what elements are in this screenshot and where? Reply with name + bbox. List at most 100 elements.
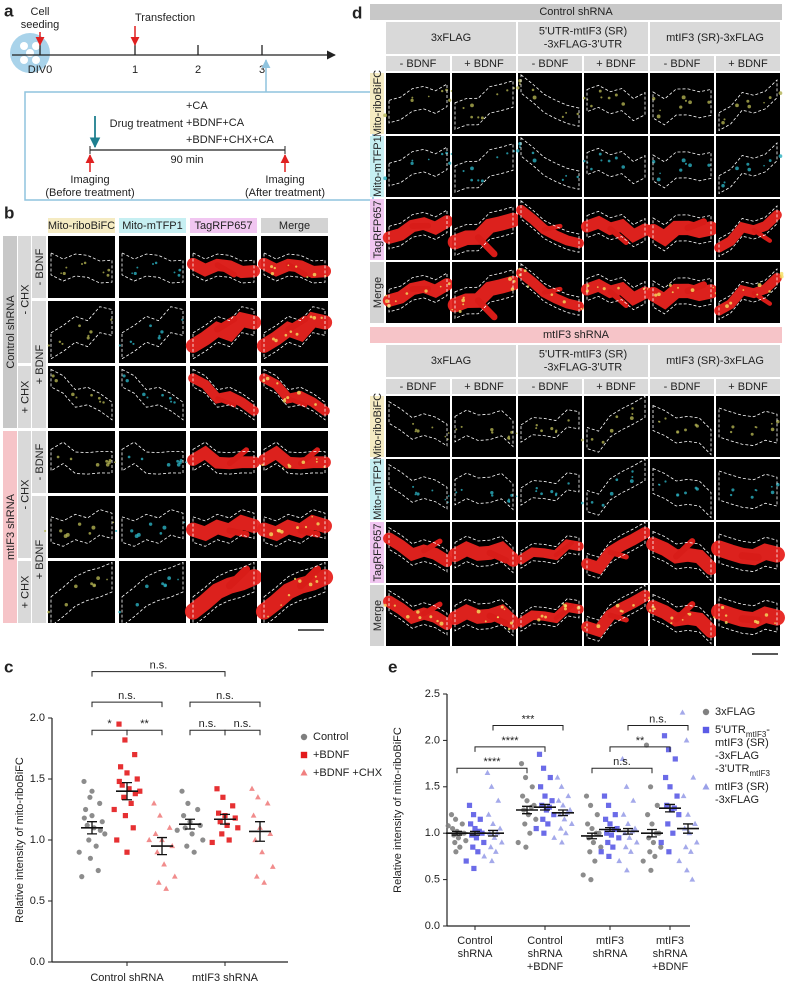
signal-dot <box>600 96 603 99</box>
signal-dot <box>410 161 414 166</box>
signal-dot <box>503 608 506 611</box>
construct-header <box>650 22 780 54</box>
signal-dot <box>431 426 434 429</box>
signal-dot <box>271 337 275 341</box>
data-point <box>463 858 469 864</box>
row-label: Merge <box>372 277 384 308</box>
signal-dot <box>298 579 302 583</box>
signal <box>447 212 521 250</box>
signal-dot <box>631 476 634 479</box>
cell-outline <box>652 404 712 456</box>
signal-dot <box>315 458 318 460</box>
cell-outline <box>50 252 113 284</box>
condition-label: + BDNF <box>728 381 768 393</box>
signal <box>581 526 651 575</box>
data-point <box>661 733 668 739</box>
signal-dot <box>516 149 520 153</box>
signal-dot <box>609 428 614 433</box>
signal-dot <box>629 479 634 484</box>
signal-dot <box>724 614 728 617</box>
signal-dot <box>768 159 772 162</box>
signal-dot <box>754 489 757 491</box>
micrograph <box>580 199 652 260</box>
data-point <box>515 839 521 846</box>
signal-dot <box>512 279 516 283</box>
signal-dot <box>540 429 543 433</box>
signal-dot <box>394 300 397 303</box>
legend-label: +BDNF <box>313 749 350 761</box>
signal-dot <box>92 583 96 588</box>
column-label: Mito-mTFP1 <box>122 220 183 232</box>
signal-dot <box>776 419 780 424</box>
y-tick-label: 1.5 <box>30 773 45 785</box>
data-point <box>539 802 545 808</box>
data-point <box>561 816 568 822</box>
data-point <box>122 737 128 743</box>
data-point <box>87 855 93 861</box>
data-point <box>484 769 491 775</box>
data-point <box>640 858 646 864</box>
cell-outline <box>652 530 712 582</box>
signal-dot <box>729 493 733 497</box>
construct-label: 5'UTR-mtIF3 (SR) <box>539 25 627 37</box>
data-point <box>658 844 664 850</box>
data-point <box>181 813 187 819</box>
signal-dot <box>770 485 773 488</box>
signal-dot <box>315 580 319 583</box>
signal <box>421 601 443 617</box>
signal-dot <box>576 175 580 179</box>
signal-dot <box>659 172 661 175</box>
signal <box>296 565 322 590</box>
day-label: DIV0 <box>28 64 52 76</box>
legend-text: -3xFLAG <box>715 750 759 762</box>
signal-dot <box>532 158 537 163</box>
signal-dot <box>424 289 428 293</box>
data-point <box>663 774 669 781</box>
signal-dot <box>535 424 538 427</box>
signal-dot <box>166 463 171 467</box>
cell-outline <box>454 472 514 511</box>
condition-label: - BDNF <box>400 58 437 70</box>
x-tick-label: mtIF3 <box>596 935 624 947</box>
signal-dot <box>106 273 110 277</box>
data-point <box>81 815 87 821</box>
data-point <box>179 788 185 794</box>
signal-dot <box>731 425 735 429</box>
micrograph-bg <box>386 459 450 520</box>
micrograph-bg <box>386 136 450 197</box>
data-point <box>83 806 89 813</box>
data-point <box>625 820 631 826</box>
data-point <box>523 844 529 850</box>
data-point <box>269 863 276 869</box>
signal-dot <box>411 96 414 99</box>
dish-well <box>32 56 40 64</box>
micrograph <box>515 262 586 323</box>
signal-dot <box>729 430 733 434</box>
cell-outline <box>121 561 184 628</box>
signal-dot <box>75 396 78 399</box>
signal-dot <box>60 272 63 275</box>
signal-dot <box>754 426 757 428</box>
signal-dot <box>77 522 82 526</box>
micrograph <box>48 431 116 493</box>
signal-dot <box>429 615 433 619</box>
signal-dot <box>415 491 418 494</box>
x-tick-label: Control <box>457 935 492 947</box>
micrograph <box>187 431 260 493</box>
data-point <box>692 820 698 826</box>
row-label: TagRFP657 <box>372 523 384 581</box>
dish-well <box>20 56 28 64</box>
micrograph <box>515 199 585 260</box>
condition-label: + BDNF <box>464 58 504 70</box>
signal-dot <box>746 99 750 103</box>
data-point <box>185 800 191 807</box>
signal-dot <box>746 162 750 166</box>
group-label: Control shRNA <box>5 295 17 369</box>
signal-dot <box>455 491 458 494</box>
signal-dot <box>412 422 415 425</box>
signal-dot <box>295 332 299 336</box>
data-point <box>533 825 539 832</box>
signal-dot <box>679 168 683 172</box>
data-point <box>538 784 544 790</box>
